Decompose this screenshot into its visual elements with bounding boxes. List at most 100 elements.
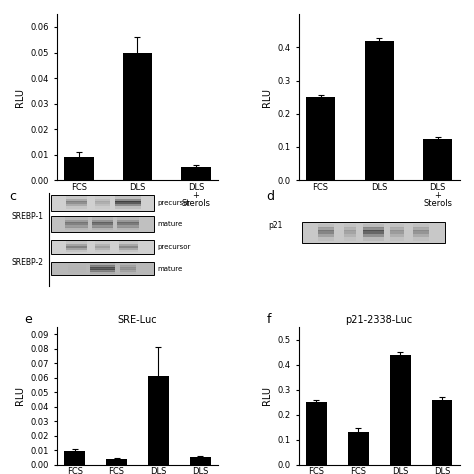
Bar bbox=[95, 199, 110, 201]
Bar bbox=[51, 216, 154, 232]
Bar bbox=[302, 222, 445, 243]
Bar bbox=[413, 227, 428, 231]
Bar bbox=[68, 267, 86, 270]
Bar bbox=[318, 227, 334, 231]
Bar bbox=[90, 267, 115, 270]
Bar bbox=[117, 220, 139, 223]
Bar bbox=[66, 246, 87, 248]
Bar bbox=[92, 222, 113, 225]
Bar bbox=[66, 203, 87, 206]
Bar bbox=[95, 244, 110, 246]
Title: SRE-Luc: SRE-Luc bbox=[118, 315, 157, 325]
Bar bbox=[106, 459, 127, 465]
Bar bbox=[120, 271, 136, 273]
Bar bbox=[306, 402, 327, 465]
Bar bbox=[118, 247, 138, 250]
Bar bbox=[318, 237, 334, 241]
Bar bbox=[413, 224, 428, 228]
Bar bbox=[95, 249, 110, 252]
Bar bbox=[390, 224, 404, 228]
Bar bbox=[413, 237, 428, 241]
Bar bbox=[117, 225, 139, 228]
Bar bbox=[95, 203, 110, 206]
Bar bbox=[348, 432, 369, 465]
Bar bbox=[65, 225, 88, 228]
Bar bbox=[318, 234, 334, 237]
Bar bbox=[90, 269, 115, 272]
Bar bbox=[92, 218, 113, 220]
Text: mature: mature bbox=[158, 265, 183, 272]
Bar bbox=[115, 206, 141, 209]
Bar bbox=[363, 237, 384, 241]
Text: mature: mature bbox=[158, 221, 183, 227]
Y-axis label: RLU: RLU bbox=[15, 88, 25, 107]
Text: SREBP-2: SREBP-2 bbox=[11, 258, 44, 267]
Text: e: e bbox=[25, 313, 32, 326]
Bar bbox=[318, 230, 334, 234]
Bar bbox=[118, 244, 138, 246]
Bar bbox=[92, 225, 113, 228]
Bar bbox=[115, 196, 141, 199]
Bar bbox=[95, 246, 110, 248]
Bar bbox=[363, 234, 384, 237]
Bar bbox=[65, 227, 88, 230]
Bar bbox=[66, 244, 87, 246]
Bar bbox=[390, 227, 404, 231]
Bar bbox=[117, 227, 139, 230]
Bar bbox=[390, 237, 404, 241]
Bar bbox=[68, 265, 86, 268]
Text: c: c bbox=[9, 190, 17, 202]
Text: precursor: precursor bbox=[158, 200, 191, 206]
Bar bbox=[51, 240, 154, 254]
Bar bbox=[365, 41, 394, 180]
Bar bbox=[66, 199, 87, 201]
Bar bbox=[66, 249, 87, 252]
Bar bbox=[65, 218, 88, 220]
Bar bbox=[344, 224, 356, 228]
Text: f: f bbox=[266, 313, 271, 326]
Bar bbox=[66, 196, 87, 199]
Bar bbox=[123, 53, 152, 180]
Bar bbox=[413, 234, 428, 237]
Bar bbox=[64, 157, 93, 180]
Bar bbox=[363, 224, 384, 228]
Bar bbox=[66, 241, 87, 244]
Bar bbox=[90, 265, 115, 268]
Bar bbox=[390, 230, 404, 234]
Bar bbox=[95, 241, 110, 244]
Bar bbox=[344, 234, 356, 237]
Bar bbox=[95, 201, 110, 204]
Bar bbox=[51, 195, 154, 211]
Bar bbox=[115, 199, 141, 201]
Bar bbox=[413, 230, 428, 234]
Bar bbox=[117, 218, 139, 220]
Bar bbox=[95, 206, 110, 209]
Bar bbox=[90, 263, 115, 265]
Bar bbox=[115, 203, 141, 206]
Bar bbox=[66, 201, 87, 204]
Bar bbox=[120, 269, 136, 272]
Y-axis label: RLU: RLU bbox=[262, 386, 272, 405]
Bar bbox=[190, 457, 211, 465]
Bar bbox=[66, 247, 87, 250]
Bar bbox=[390, 355, 410, 465]
Bar bbox=[117, 222, 139, 225]
Bar bbox=[65, 220, 88, 223]
Bar bbox=[306, 97, 335, 180]
Bar bbox=[115, 201, 141, 204]
Bar bbox=[118, 241, 138, 244]
Bar bbox=[118, 246, 138, 248]
Bar bbox=[64, 452, 85, 465]
Bar bbox=[120, 265, 136, 268]
Bar bbox=[51, 262, 154, 275]
Bar bbox=[92, 220, 113, 223]
Y-axis label: RLU: RLU bbox=[15, 386, 25, 405]
Bar bbox=[390, 234, 404, 237]
Bar bbox=[431, 400, 453, 465]
Bar bbox=[66, 206, 87, 209]
Bar bbox=[363, 227, 384, 231]
Bar bbox=[344, 230, 356, 234]
Bar bbox=[95, 247, 110, 250]
Bar bbox=[118, 249, 138, 252]
Bar bbox=[344, 237, 356, 241]
